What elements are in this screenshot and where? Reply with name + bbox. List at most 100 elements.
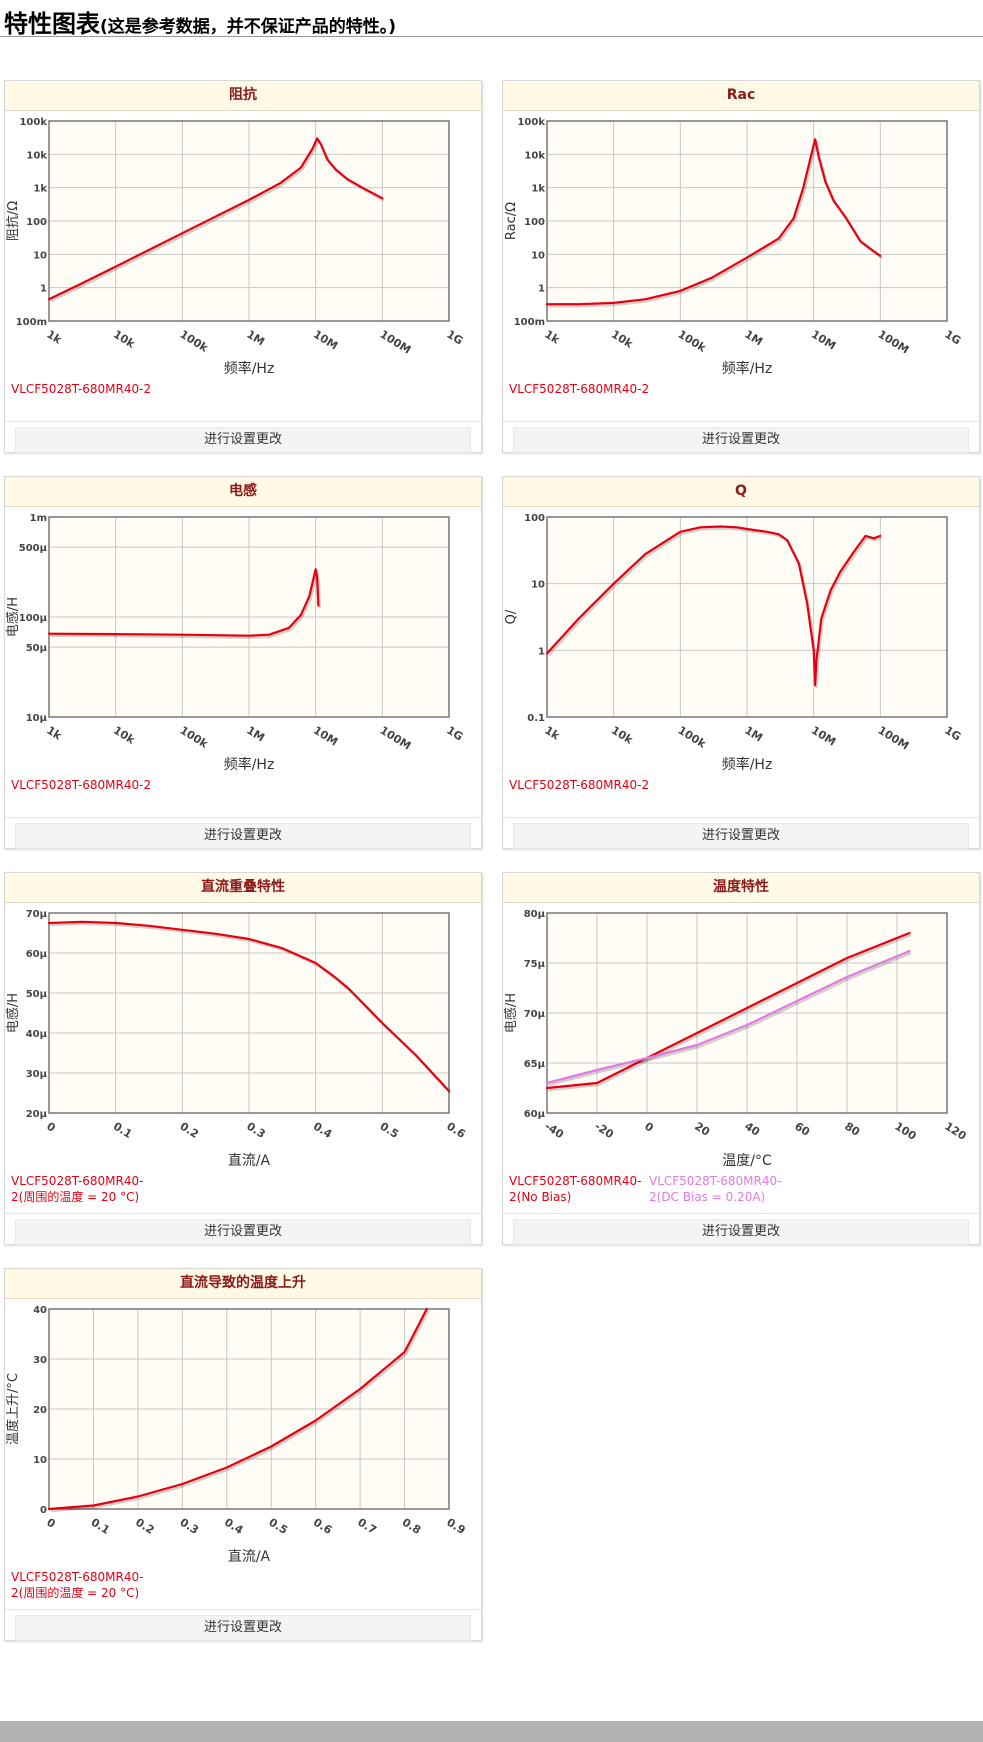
x-tick-label: 1k — [542, 328, 562, 347]
series-line — [47, 920, 451, 1093]
y-axis-label: Rac/Ω — [504, 202, 519, 240]
y-tick-label: 100m — [16, 317, 47, 328]
x-tick-label: 0.9 — [444, 1516, 467, 1537]
x-tick-label: 100k — [676, 328, 709, 355]
y-tick-label: 1 — [40, 284, 47, 295]
legend-entry: VLCF5028T-680MR40-2(周围的温度 = 20 °C) — [11, 1570, 144, 1600]
plot-frame — [48, 1308, 450, 1510]
x-axis-label: 频率/Hz — [224, 360, 275, 377]
page-title-text: 特性图表 — [4, 10, 100, 38]
y-tick-label: 50µ — [26, 643, 48, 654]
x-tick-label: 0 — [642, 1120, 656, 1135]
plot-frame — [546, 120, 948, 322]
chart-legend: VLCF5028T-680MR40-2 — [509, 777, 973, 817]
x-tick-label: 10k — [111, 724, 138, 747]
x-tick-label: 100k — [676, 724, 709, 751]
x-axis-label: 频率/Hz — [722, 756, 773, 773]
x-axis-label: 频率/Hz — [722, 360, 773, 377]
y-tick-label: 10 — [33, 1455, 47, 1466]
x-tick-label: 20 — [692, 1120, 712, 1139]
chart-temp-rise: 0 0.1 0.2 0.3 0.4 0.5 0.6 0.7 0.8 0.9 0 10 20 30 40 直流/… — [5, 1305, 468, 1565]
y-tick-label: 75µ — [524, 959, 546, 970]
chart-title: 电感 — [5, 477, 481, 507]
x-tick-label: 1M — [742, 724, 765, 745]
series-shadow — [548, 951, 912, 1087]
y-tick-label: 10 — [33, 250, 47, 261]
x-tick-label: 120 — [942, 1120, 969, 1143]
change-settings-button[interactable]: 进行设置更改 — [15, 1219, 471, 1245]
bottom-bar — [0, 1721, 983, 1742]
change-settings-button[interactable]: 进行设置更改 — [513, 1219, 969, 1245]
y-tick-label: 70µ — [26, 909, 48, 920]
plot-frame — [546, 516, 948, 718]
x-tick-label: 1k — [44, 328, 64, 347]
x-tick-label: 1M — [742, 328, 765, 349]
panel-footer: 进行设置更改 — [5, 421, 481, 454]
legend-entry: VLCF5028T-680MR40-2 — [509, 778, 650, 792]
chart-title: Q — [503, 477, 979, 507]
change-settings-button[interactable]: 进行设置更改 — [513, 823, 969, 849]
change-settings-button[interactable]: 进行设置更改 — [15, 427, 471, 453]
x-tick-label: 0.4 — [222, 1516, 246, 1538]
x-tick-label: 0 — [44, 1120, 58, 1135]
chart-dc-bias: 0 0.1 0.2 0.3 0.4 0.5 0.6 20µ 30µ 40µ 50µ 60µ 70µ 直流/… — [5, 909, 468, 1169]
chart-title: 直流导致的温度上升 — [5, 1269, 481, 1299]
y-tick-label: 100 — [26, 217, 47, 228]
x-tick-label: 1G — [942, 328, 963, 348]
y-tick-label: 1m — [30, 513, 47, 524]
x-tick-label: 1M — [244, 328, 267, 349]
plot-frame — [546, 912, 948, 1114]
legend-entry: VLCF5028T-680MR40-2 — [509, 382, 650, 396]
x-tick-label: 0.8 — [400, 1516, 423, 1537]
y-tick-label: 65µ — [524, 1059, 546, 1070]
page-title: 特性图表(这是参考数据，并不保证产品的特性。) — [4, 4, 396, 39]
series-line — [47, 1307, 428, 1511]
chart-panel-impedance: 阻抗 1k 10k 100k 1M 10M 100M 1G 100m 1 10 100 1k 10k 100… — [4, 80, 482, 453]
y-tick-label: 20µ — [26, 1109, 48, 1120]
x-tick-label: -20 — [592, 1120, 616, 1142]
x-tick-label: 10M — [809, 328, 838, 353]
x-tick-label: 0.2 — [178, 1120, 201, 1141]
y-tick-label: 100µ — [19, 613, 48, 624]
y-tick-label: 40 — [33, 1305, 47, 1316]
chart-title: 直流重叠特性 — [5, 873, 481, 903]
x-tick-label: 10M — [311, 724, 340, 749]
x-tick-label: 10M — [311, 328, 340, 353]
x-tick-label: 100 — [892, 1120, 919, 1143]
x-tick-label: 0.7 — [355, 1516, 378, 1537]
panel-footer: 进行设置更改 — [503, 421, 979, 454]
x-tick-label: 0 — [44, 1516, 58, 1531]
y-tick-label: 100k — [517, 117, 545, 128]
series-shadow — [50, 1310, 430, 1513]
plot-frame — [48, 516, 450, 718]
legend-entry: VLCF5028T-680MR40-2 — [11, 382, 152, 396]
y-axis-label: 阻抗/Ω — [6, 201, 21, 241]
legend-entry: VLCF5028T-680MR40-2(周围的温度 = 20 °C) — [11, 1174, 144, 1204]
y-tick-label: 10 — [531, 250, 545, 261]
y-tick-label: 30µ — [26, 1069, 48, 1080]
x-tick-label: 1G — [942, 724, 963, 744]
chart-legend: VLCF5028T-680MR40-2 — [509, 381, 973, 421]
y-tick-label: 0.1 — [527, 713, 545, 724]
y-tick-label: 20 — [33, 1405, 47, 1416]
chart-title: 阻抗 — [5, 81, 481, 111]
change-settings-button[interactable]: 进行设置更改 — [513, 427, 969, 453]
y-tick-label: 30 — [33, 1355, 47, 1366]
y-tick-label: 1k — [531, 184, 545, 195]
series-line — [545, 931, 911, 1090]
y-axis-label: 电感/H — [503, 993, 519, 1033]
change-settings-button[interactable]: 进行设置更改 — [15, 1615, 471, 1641]
x-tick-label: 0.5 — [266, 1516, 289, 1537]
series-line — [545, 949, 911, 1085]
y-tick-label: 10k — [524, 150, 545, 161]
x-axis-label: 直流/A — [228, 1152, 271, 1169]
y-tick-label: 1 — [538, 284, 545, 295]
x-axis-label: 频率/Hz — [224, 756, 275, 773]
chart-panel-dc-bias: 直流重叠特性 0 0.1 0.2 0.3 0.4 0.5 0.6 20µ 30µ 40µ 50µ 60µ… — [4, 872, 482, 1245]
panel-footer: 进行设置更改 — [5, 817, 481, 850]
x-tick-label: 1M — [244, 724, 267, 745]
y-tick-label: 100 — [524, 217, 545, 228]
x-tick-label: 1k — [44, 724, 64, 743]
panel-footer: 进行设置更改 — [5, 1609, 481, 1642]
change-settings-button[interactable]: 进行设置更改 — [15, 823, 471, 849]
